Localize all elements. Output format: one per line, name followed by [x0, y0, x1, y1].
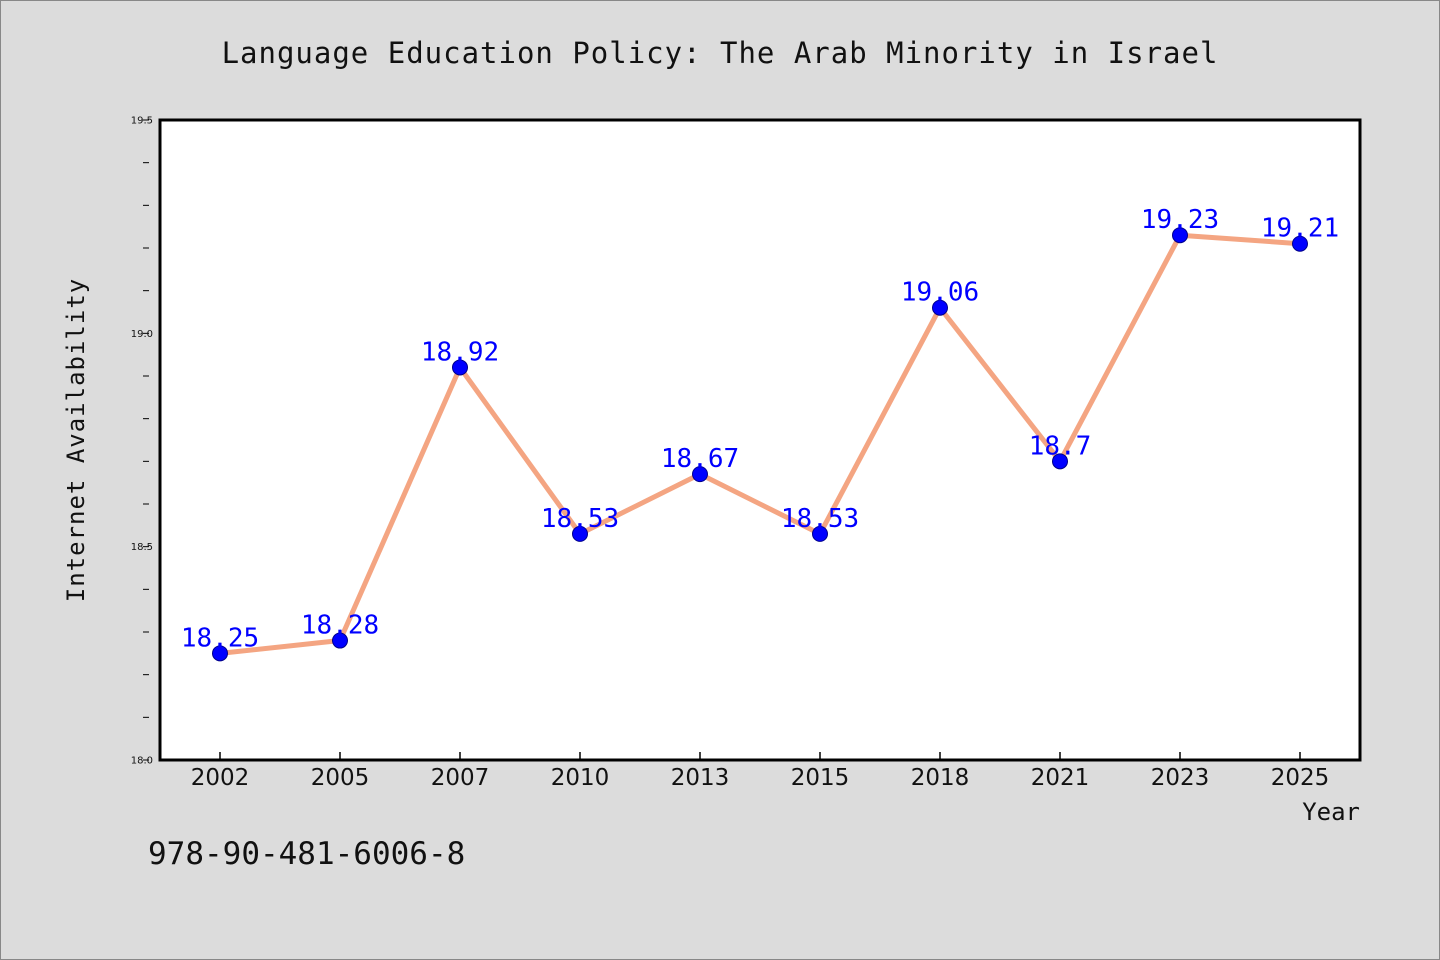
y-tick-label: 19.0 [131, 329, 153, 340]
data-point [572, 525, 588, 542]
x-tick-label: 2025 [1271, 765, 1330, 791]
plot-border [158, 118, 1362, 762]
data-labels: 18.25 18.28 18.92 18.53 18.67 18.53 19.06 18.7 1… [181, 205, 1339, 653]
data-point [692, 466, 708, 483]
x-tick-label: 2023 [1151, 765, 1210, 791]
chart-title: Language Education Policy: The Arab Mino… [222, 36, 1219, 70]
x-tick-label: 2010 [551, 765, 610, 791]
series-markers [212, 227, 1308, 662]
plot-area [160, 120, 1360, 760]
data-label: 18.53 [781, 504, 859, 534]
series-line [217, 232, 1303, 656]
isbn-text: 978-90-481-6006-8 [148, 836, 465, 872]
data-point [1052, 453, 1068, 470]
data-point [212, 645, 228, 662]
data-label: 18.92 [421, 337, 499, 367]
x-tick-label: 2015 [791, 765, 850, 791]
y-tick-label: 18.0 [131, 756, 153, 767]
y-axis-ticks: 18.0 18.5 19.0 19.5 [131, 116, 153, 767]
data-point [812, 525, 828, 542]
x-tick-label: 2021 [1031, 765, 1090, 791]
y-axis-label: Internet Availability [62, 278, 90, 602]
data-point [332, 632, 348, 649]
data-label: 19.21 [1261, 214, 1339, 244]
data-point [1172, 227, 1188, 244]
x-axis-ticks: 2002 2005 2007 2010 2013 2015 2018 2021 2023 2025 [191, 752, 1330, 791]
data-label: 18.28 [301, 611, 379, 641]
x-tick-label: 2002 [191, 765, 250, 791]
data-label: 18.53 [541, 504, 619, 534]
x-tick-label: 2007 [431, 765, 490, 791]
data-label: 19.06 [901, 278, 979, 308]
x-tick-label: 2018 [911, 765, 970, 791]
data-point [932, 299, 948, 316]
x-tick-label: 2013 [671, 765, 730, 791]
y-tick-label: 18.5 [131, 542, 153, 553]
y-tick-label: 19.5 [131, 116, 153, 127]
x-axis-label: Year [1302, 798, 1360, 826]
data-label: 18.7 [1029, 431, 1092, 461]
data-point [1292, 235, 1308, 252]
data-label: 18.67 [661, 444, 739, 474]
data-label: 19.23 [1141, 205, 1219, 235]
data-point [452, 359, 468, 376]
data-label: 18.25 [181, 623, 259, 653]
x-tick-label: 2005 [311, 765, 370, 791]
